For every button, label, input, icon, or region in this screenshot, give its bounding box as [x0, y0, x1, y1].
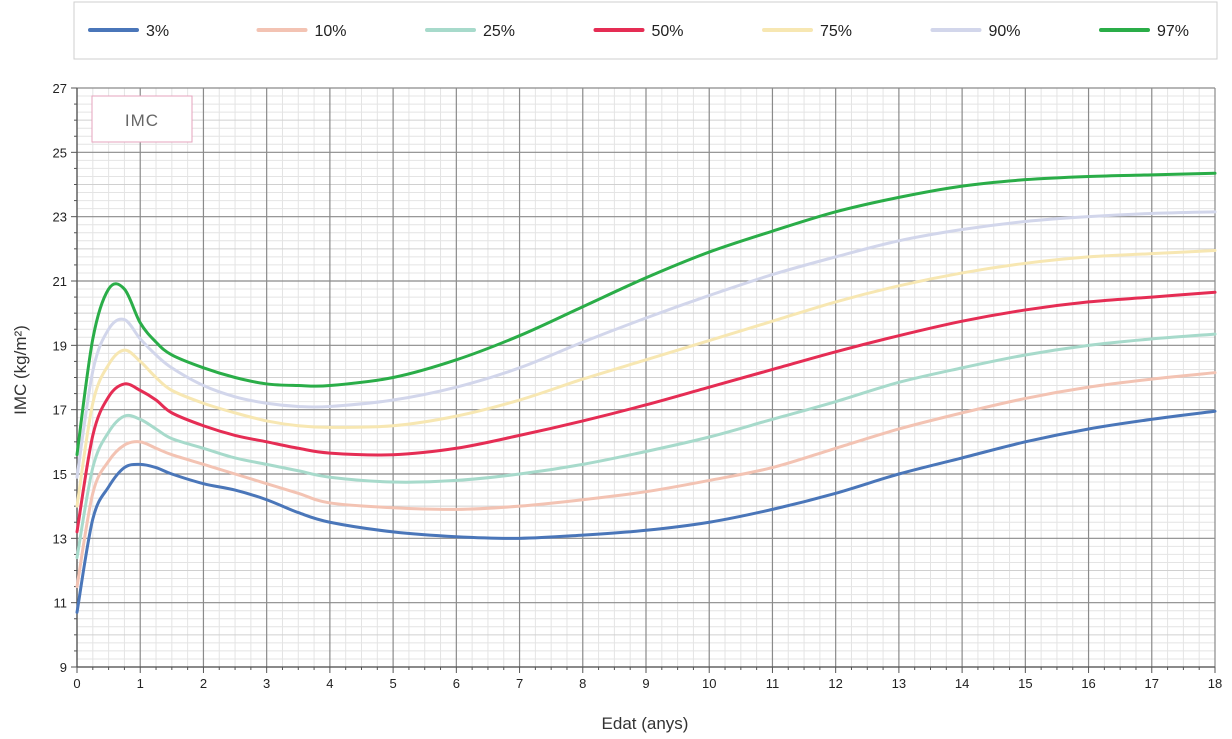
x-tick-label: 18	[1208, 676, 1222, 691]
y-tick-label: 25	[53, 145, 67, 160]
series-line-p97	[75, 171, 1217, 457]
series-line-p25	[75, 332, 1217, 560]
x-tick-label: 1	[137, 676, 144, 691]
x-tick-label: 10	[702, 676, 716, 691]
series-line-p3	[75, 409, 1217, 614]
x-tick-label: 2	[200, 676, 207, 691]
major-grid	[76, 87, 1216, 668]
x-tick-label: 13	[892, 676, 906, 691]
x-tick-label: 16	[1081, 676, 1095, 691]
x-tick-label: 7	[516, 676, 523, 691]
legend-label-p25: 25%	[483, 23, 515, 40]
y-tick-label: 23	[53, 210, 67, 225]
series-line-p90	[75, 210, 1217, 479]
x-tick-label: 3	[263, 676, 270, 691]
y-tick-label: 9	[60, 660, 67, 675]
x-tick-label: 15	[1018, 676, 1032, 691]
y-tick-label: 21	[53, 274, 67, 289]
inner-title-box	[91, 95, 193, 143]
x-tick-label: 5	[389, 676, 396, 691]
y-tick-label: 19	[53, 338, 67, 353]
inner-title: IMC	[125, 111, 159, 130]
series-line-p50	[75, 290, 1217, 534]
legend-label-p3: 3%	[146, 23, 169, 40]
legend-label-p97: 97%	[1157, 23, 1189, 40]
x-tick-label: 6	[453, 676, 460, 691]
x-tick-label: 8	[579, 676, 586, 691]
series-line-p75	[75, 248, 1217, 508]
y-tick-label: 13	[53, 531, 67, 546]
y-axis-title: IMC (kg/m²)	[11, 325, 30, 415]
y-tick-label: 15	[53, 467, 67, 482]
tick-labels: 0 1 2 3 4 5 6 7 8 9 10 11 12 13 14 15 16 17 18911131517192…	[53, 81, 1223, 691]
axes	[71, 87, 1216, 673]
series-line-p10	[75, 371, 1217, 589]
y-tick-label: 17	[53, 403, 67, 418]
x-tick-label: 12	[828, 676, 842, 691]
x-tick-label: 11	[766, 676, 780, 691]
x-axis-title: Edat (anys)	[602, 714, 689, 733]
y-tick-label: 11	[54, 596, 68, 611]
legend: 3% 10% 25% 50% 75% 90% 97%	[88, 23, 1189, 40]
x-tick-label: 9	[642, 676, 649, 691]
legend-label-p75: 75%	[820, 23, 852, 40]
x-tick-label: 17	[1145, 676, 1159, 691]
legend-label-p10: 10%	[315, 23, 347, 40]
series-lines	[75, 171, 1217, 614]
y-tick-label: 27	[53, 81, 67, 96]
legend-box	[73, 1, 1218, 60]
x-tick-label: 14	[955, 676, 969, 691]
x-tick-label: 4	[326, 676, 333, 691]
x-tick-label: 0	[73, 676, 80, 691]
legend-label-p90: 90%	[989, 23, 1021, 40]
legend-label-p50: 50%	[652, 23, 684, 40]
